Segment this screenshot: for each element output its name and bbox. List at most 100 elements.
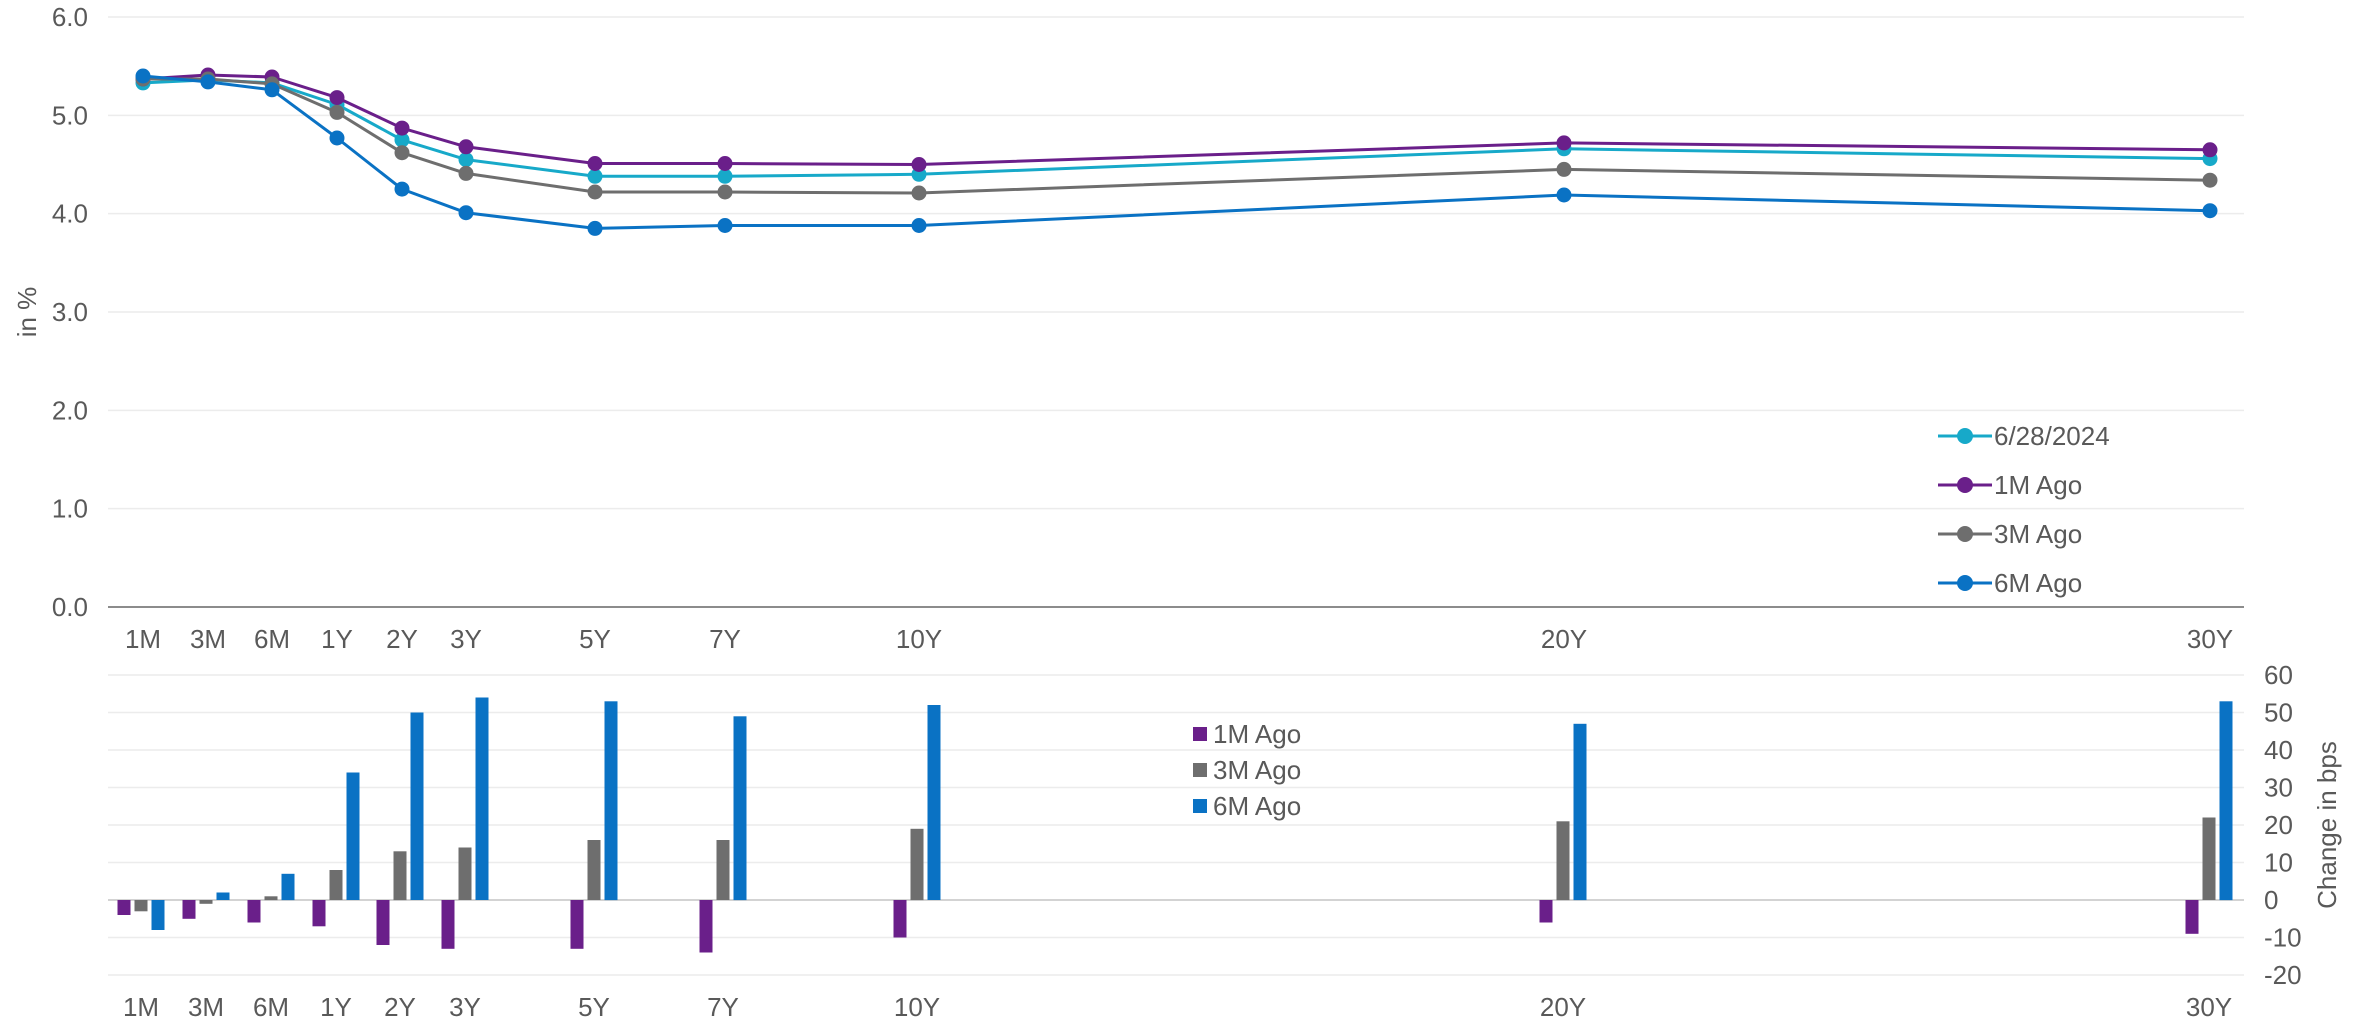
data-point [2202, 172, 2218, 188]
bar [587, 840, 601, 900]
data-point [587, 168, 603, 184]
legend-label: 6M Ago [1994, 568, 2082, 598]
data-point [329, 90, 345, 106]
bar [182, 900, 196, 919]
legend-swatch [1193, 727, 1207, 741]
data-point [458, 205, 474, 221]
bar [733, 716, 747, 901]
bar [441, 900, 455, 949]
data-point [329, 104, 345, 120]
y-tick-label: 6.0 [52, 2, 88, 32]
bar [117, 900, 131, 915]
x-tick-label: 7Y [707, 992, 739, 1020]
x-tick-label: 30Y [2187, 624, 2233, 654]
y-tick-label: 0.0 [52, 592, 88, 622]
data-point [458, 165, 474, 181]
data-point [2202, 203, 2218, 219]
data-point [394, 120, 410, 136]
bar [393, 851, 407, 901]
x-tick-label: 6M [254, 624, 290, 654]
y-tick-label: 2.0 [52, 395, 88, 425]
x-tick-label: 5Y [579, 624, 611, 654]
bar [216, 892, 230, 900]
legend-item: 1M Ago [1193, 719, 1301, 749]
legend-label: 6M Ago [1213, 791, 1301, 821]
series-line [142, 78, 2211, 178]
x-tick-label: 3M [190, 624, 226, 654]
bar [2202, 817, 2216, 900]
y-tick-label: -10 [2264, 923, 2302, 953]
y-tick-label: 5.0 [52, 100, 88, 130]
bar [716, 840, 730, 900]
series-line [143, 77, 2211, 195]
bar [1556, 821, 1570, 901]
series-line [142, 74, 2211, 230]
x-tick-label: 3Y [450, 624, 482, 654]
bar [604, 701, 618, 901]
data-point [458, 152, 474, 168]
legend-label: 3M Ago [1994, 519, 2082, 549]
legend-item: 6/28/2024 [1938, 421, 2110, 451]
bar [458, 847, 472, 900]
bar [2185, 900, 2199, 934]
y-axis-title: in % [12, 287, 42, 338]
data-point [2202, 142, 2218, 158]
legend-item: 6M Ago [1193, 791, 1301, 821]
y-tick-label: 10 [2264, 848, 2293, 878]
y-tick-label: -20 [2264, 960, 2302, 990]
data-point [717, 218, 733, 233]
bar [699, 900, 713, 953]
y-axis-title: Change in bps [2312, 741, 2342, 909]
legend-item: 3M Ago [1938, 519, 2082, 549]
bar [312, 900, 326, 927]
bar [893, 900, 907, 938]
data-point [717, 168, 733, 184]
bar [376, 900, 390, 945]
x-tick-label: 1Y [320, 992, 352, 1020]
data-point [1556, 135, 1572, 151]
x-tick-label: 7Y [709, 624, 741, 654]
data-point [911, 218, 927, 233]
x-tick-label: 6M [253, 992, 289, 1020]
series-line [142, 73, 2211, 166]
bar [329, 870, 343, 900]
y-tick-label: 4.0 [52, 199, 88, 229]
bar [475, 697, 489, 900]
bar [927, 705, 941, 900]
data-point [329, 130, 345, 146]
x-tick-label: 1M [123, 992, 159, 1020]
bar [151, 900, 165, 930]
data-point [200, 74, 216, 90]
x-tick-label: 10Y [896, 624, 942, 654]
bar [134, 900, 148, 912]
data-point [587, 184, 603, 200]
data-point [717, 184, 733, 200]
x-tick-label: 3M [188, 992, 224, 1020]
data-point [717, 156, 733, 171]
x-tick-label: 1M [125, 624, 161, 654]
bar [1539, 900, 1553, 923]
data-point [394, 132, 410, 148]
x-tick-label: 3Y [449, 992, 481, 1020]
legend-marker [1957, 477, 1973, 493]
data-point [264, 82, 280, 98]
y-tick-label: 20 [2264, 810, 2293, 840]
x-tick-label: 2Y [386, 624, 418, 654]
y-tick-label: 1.0 [52, 494, 88, 524]
data-point [135, 68, 151, 84]
legend-swatch [1193, 763, 1207, 777]
y-tick-label: 3.0 [52, 297, 88, 327]
legend-marker [1957, 575, 1973, 591]
x-tick-label: 1Y [321, 624, 353, 654]
x-tick-label: 10Y [894, 992, 940, 1020]
y-tick-label: 50 [2264, 698, 2293, 728]
bar [2219, 701, 2233, 901]
legend-label: 1M Ago [1994, 470, 2082, 500]
legend-item: 3M Ago [1193, 755, 1301, 785]
legend-label: 1M Ago [1213, 719, 1301, 749]
bar [247, 900, 261, 923]
y-tick-label: 60 [2264, 660, 2293, 690]
legend-label: 3M Ago [1213, 755, 1301, 785]
y-tick-label: 30 [2264, 773, 2293, 803]
